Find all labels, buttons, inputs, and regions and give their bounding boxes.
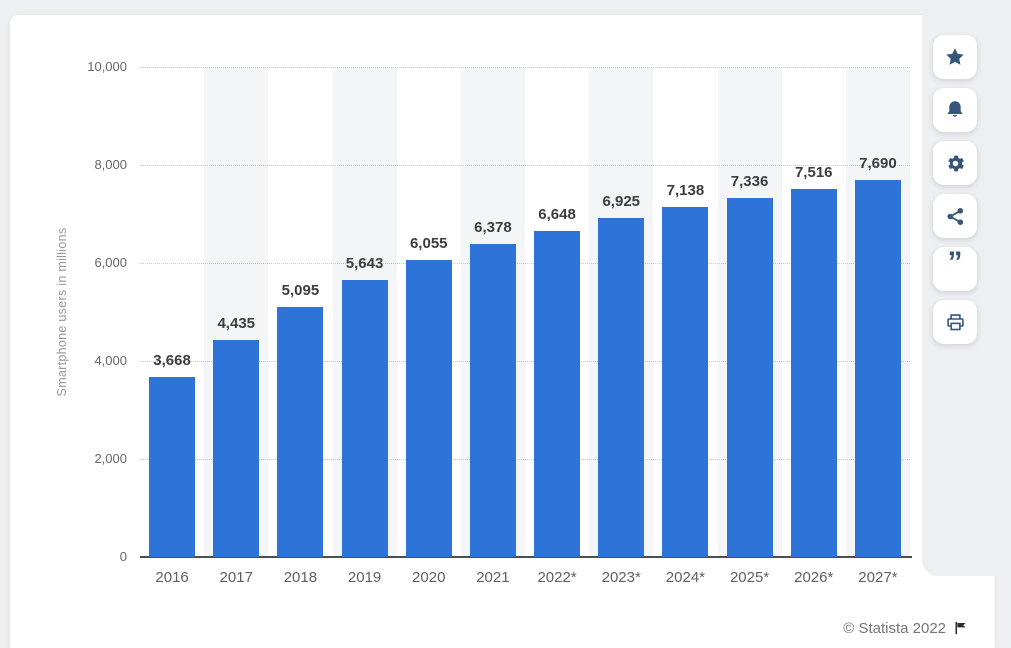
bar[interactable] — [726, 197, 773, 557]
bar-value-label: 5,643 — [345, 255, 384, 273]
x-tick-label: 2024* — [665, 569, 706, 586]
share-icon — [946, 207, 963, 225]
quote-icon: ” — [947, 246, 963, 279]
gear-icon — [947, 155, 964, 171]
y-tick-label: 2,000 — [94, 451, 127, 466]
bar[interactable] — [405, 260, 452, 557]
bar[interactable] — [341, 280, 388, 557]
bar[interactable] — [598, 217, 645, 557]
bar[interactable] — [213, 339, 260, 557]
notifications-button[interactable] — [933, 88, 977, 132]
bar[interactable] — [534, 231, 581, 557]
gridline — [140, 263, 910, 264]
gridline — [140, 361, 910, 362]
copyright-text: © Statista 2022 — [843, 619, 946, 637]
bar-value-label: 6,378 — [474, 219, 512, 237]
x-tick-label: 2023* — [601, 569, 641, 586]
bar[interactable] — [662, 207, 709, 557]
bar-value-label: 7,336 — [730, 172, 769, 190]
x-tick-label: 2019 — [347, 569, 382, 586]
bar-value-label: 5,095 — [281, 282, 320, 300]
bar-value-label: 3,668 — [153, 352, 191, 370]
toolbar: ” — [933, 35, 977, 353]
x-axis-line — [140, 556, 912, 558]
bar-value-label: 4,435 — [217, 314, 256, 332]
y-tick-label: 4,000 — [94, 353, 127, 368]
flag-icon[interactable] — [953, 620, 968, 636]
bar-value-label: 6,648 — [538, 206, 576, 224]
cite-button[interactable]: ” — [933, 247, 977, 291]
bar[interactable] — [149, 377, 196, 557]
gridline — [140, 459, 910, 460]
settings-button[interactable] — [933, 141, 977, 185]
x-tick-label: 2017 — [219, 569, 253, 586]
bar[interactable] — [277, 307, 324, 557]
x-tick-label: 2022* — [537, 569, 577, 586]
y-tick-label: 10,000 — [87, 59, 127, 74]
share-button[interactable] — [933, 194, 977, 238]
x-tick-label: 2016 — [155, 569, 189, 586]
bar[interactable] — [469, 244, 516, 557]
bar[interactable] — [790, 188, 837, 557]
gridline — [140, 67, 910, 68]
bar-value-label: 6,055 — [409, 235, 448, 253]
x-tick-label: 2018 — [283, 569, 318, 586]
x-tick-label: 2026* — [794, 569, 834, 586]
bell-icon — [947, 101, 963, 117]
bar[interactable] — [854, 180, 901, 557]
bar-value-label: 7,138 — [666, 182, 705, 200]
x-tick-label: 2021 — [476, 569, 510, 586]
print-button[interactable] — [933, 300, 977, 344]
star-icon — [946, 48, 964, 65]
x-tick-label: 2027* — [858, 569, 898, 586]
y-tick-label: 6,000 — [94, 255, 127, 270]
bar-value-label: 7,690 — [859, 155, 897, 173]
copyright: © Statista 2022 — [843, 618, 968, 638]
bar-value-label: 6,925 — [602, 192, 641, 210]
printer-icon — [946, 313, 964, 330]
bar-value-label: 7,516 — [794, 163, 833, 181]
y-tick-label: 0 — [119, 549, 127, 564]
y-tick-label: 8,000 — [94, 157, 127, 172]
favorite-button[interactable] — [933, 35, 977, 79]
y-axis-title: Smartphone users in millions — [55, 227, 69, 397]
bar-chart: Smartphone users in millions 0 2,000 4,000… — [10, 15, 995, 615]
gridline — [140, 165, 910, 166]
x-tick-label: 2025* — [729, 569, 770, 586]
x-tick-label: 2020 — [412, 569, 446, 586]
chart-card: Smartphone users in millions 0 2,000 4,000… — [10, 15, 995, 648]
